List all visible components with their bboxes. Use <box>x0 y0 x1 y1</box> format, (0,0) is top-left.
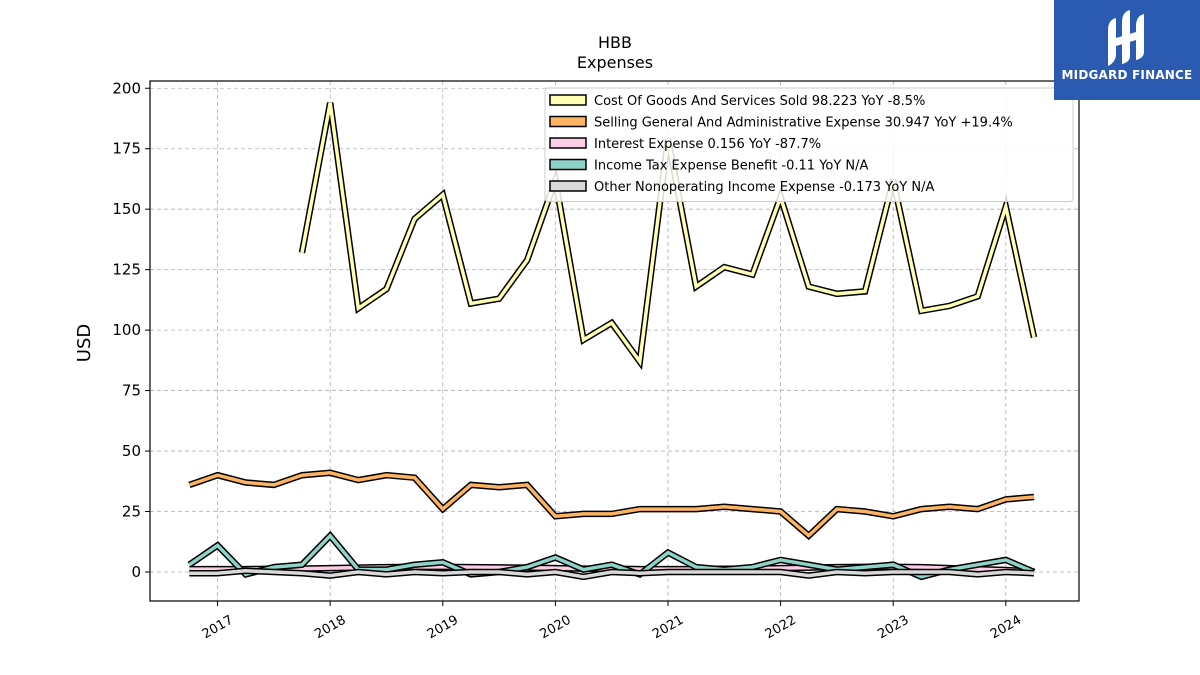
midgard-logo-icon <box>1108 10 1144 66</box>
x-tick-label: 2017 <box>200 613 236 643</box>
legend-box <box>544 87 1074 202</box>
x-tick-label: 2022 <box>763 613 799 643</box>
y-tick-label: 75 <box>122 382 141 400</box>
y-tick-label: 50 <box>122 442 141 460</box>
x-tick-label: 2019 <box>425 613 461 643</box>
legend-label: Cost Of Goods And Services Sold 98.223 Y… <box>594 94 925 109</box>
chart-subtitle: Expenses <box>577 53 653 72</box>
midgard-finance-logo: MIDGARD FINANCE <box>1054 0 1200 100</box>
x-tick-label: 2018 <box>312 613 348 643</box>
legend: Cost Of Goods And Services Sold 98.223 Y… <box>544 87 1074 202</box>
x-tick-label: 2021 <box>650 613 686 643</box>
x-tick-label: 2020 <box>538 613 574 643</box>
series-line-2 <box>188 471 1035 539</box>
legend-swatch <box>549 115 587 128</box>
y-tick-label: 150 <box>112 200 141 218</box>
y-tick-label: 125 <box>112 261 141 279</box>
plot-frame <box>149 80 1080 602</box>
series-line-5 <box>189 569 1035 579</box>
y-axis-label: USD <box>74 324 95 362</box>
chart-title: HBB <box>598 33 632 52</box>
x-tick-label: 2023 <box>875 613 911 643</box>
legend-label: Other Nonoperating Income Expense -0.173… <box>594 180 934 195</box>
y-tick-label: 175 <box>112 140 141 158</box>
legend-swatch <box>549 94 587 106</box>
y-tick-label: 100 <box>112 321 141 339</box>
legend-label: Income Tax Expense Benefit -0.11 YoY N/A <box>594 159 869 174</box>
series-line-outline <box>188 469 1035 541</box>
series-line-4 <box>188 533 1035 579</box>
logo-text: MIDGARD FINANCE <box>1061 68 1193 82</box>
legend-swatch <box>549 180 587 192</box>
y-tick-label: 200 <box>112 79 141 97</box>
x-tick-label: 2024 <box>988 613 1024 643</box>
legend-label: Selling General And Administrative Expen… <box>594 116 1013 131</box>
legend-swatch <box>549 137 587 149</box>
legend-swatch <box>549 158 587 171</box>
y-tick-label: 0 <box>131 563 141 581</box>
y-tick-label: 25 <box>122 503 141 521</box>
legend-label: Interest Expense 0.156 YoY -87.7% <box>594 137 821 152</box>
